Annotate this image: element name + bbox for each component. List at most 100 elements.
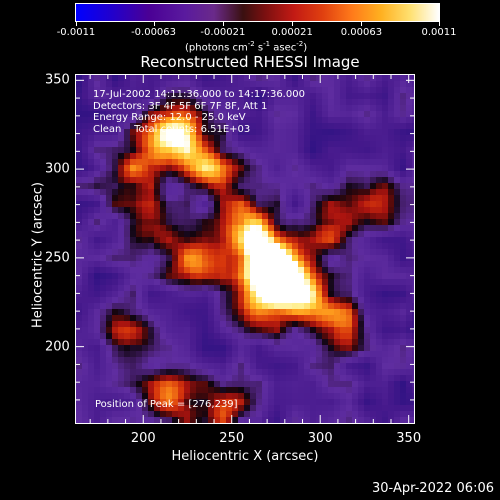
heatmap-cell <box>394 375 401 382</box>
heatmap-cell <box>304 303 311 310</box>
heatmap-cell <box>82 315 89 322</box>
heatmap-cell <box>244 141 251 148</box>
heatmap-cell <box>196 381 203 388</box>
heatmap-cell <box>154 297 161 304</box>
heatmap-cell <box>328 357 335 364</box>
heatmap-cell <box>262 321 269 328</box>
heatmap-cell <box>334 351 341 358</box>
heatmap-cell <box>316 129 323 136</box>
heatmap-cell <box>358 357 365 364</box>
heatmap-cell <box>196 243 203 250</box>
heatmap-cell <box>298 105 305 112</box>
heatmap-cell <box>352 345 359 352</box>
heatmap-cell <box>238 189 245 196</box>
heatmap-cell <box>88 87 95 94</box>
heatmap-cell <box>370 177 377 184</box>
heatmap-cell <box>256 117 263 124</box>
heatmap-cell <box>208 321 215 328</box>
heatmap-cell <box>382 159 389 166</box>
heatmap-cell <box>226 333 233 340</box>
heatmap-cell <box>292 141 299 148</box>
heatmap-cell <box>208 363 215 370</box>
heatmap-cell <box>292 153 299 160</box>
heatmap-cell <box>256 231 263 238</box>
heatmap-cell <box>100 387 107 394</box>
heatmap-cell <box>124 93 131 100</box>
heatmap-cell <box>340 321 347 328</box>
heatmap-cell <box>298 363 305 370</box>
heatmap-cell <box>112 381 119 388</box>
heatmap-cell <box>382 387 389 394</box>
heatmap-cell <box>166 177 173 184</box>
heatmap-cell <box>214 393 221 400</box>
heatmap-cell <box>172 153 179 160</box>
heatmap-cell <box>238 279 245 286</box>
heatmap-cell <box>184 153 191 160</box>
heatmap-cell <box>304 279 311 286</box>
heatmap-cell <box>94 339 101 346</box>
heatmap-cell <box>202 117 209 124</box>
heatmap-cell <box>100 141 107 148</box>
heatmap-cell <box>142 291 149 298</box>
heatmap-cell <box>400 81 407 88</box>
heatmap-cell <box>274 231 281 238</box>
heatmap-cell <box>298 255 305 262</box>
heatmap-cell <box>388 285 395 292</box>
heatmap-cell <box>250 255 257 262</box>
heatmap-cell <box>232 375 239 382</box>
heatmap-cell <box>280 381 287 388</box>
heatmap-cell <box>106 351 113 358</box>
heatmap-cell <box>364 117 371 124</box>
heatmap-cell <box>358 261 365 268</box>
heatmap-cell <box>172 171 179 178</box>
heatmap-cell <box>124 207 131 214</box>
heatmap-cell <box>208 213 215 220</box>
heatmap-cell <box>406 159 413 166</box>
heatmap-cell <box>148 237 155 244</box>
heatmap-cell <box>256 207 263 214</box>
heatmap-cell <box>340 309 347 316</box>
heatmap-cell <box>316 261 323 268</box>
heatmap-cell <box>160 327 167 334</box>
heatmap-cell <box>100 183 107 190</box>
heatmap-cell <box>412 327 414 334</box>
heatmap-cell <box>358 369 365 376</box>
heatmap-cell <box>358 231 365 238</box>
heatmap-cell <box>82 357 89 364</box>
heatmap-cell <box>382 171 389 178</box>
colorbar-tick-label: 0.0011 <box>421 27 457 38</box>
heatmap-cell <box>214 135 221 142</box>
heatmap-cell <box>154 279 161 286</box>
heatmap-cell <box>268 339 275 346</box>
heatmap-cell <box>214 117 221 124</box>
heatmap-cell <box>136 141 143 148</box>
heatmap-cell <box>292 267 299 274</box>
heatmap-cell <box>130 345 137 352</box>
heatmap-cell <box>262 135 269 142</box>
heatmap-cell <box>256 213 263 220</box>
heatmap-cell <box>244 225 251 232</box>
heatmap-cell <box>376 393 383 400</box>
heatmap-cell <box>370 363 377 370</box>
heatmap-cell <box>292 255 299 262</box>
heatmap-cell <box>142 351 149 358</box>
heatmap-cell <box>244 177 251 184</box>
heatmap-cell <box>82 255 89 262</box>
heatmap-cell <box>220 165 227 172</box>
heatmap-cell <box>244 411 251 418</box>
heatmap-cell <box>400 351 407 358</box>
heatmap-cell <box>292 189 299 196</box>
heatmap-cell <box>400 369 407 376</box>
heatmap-cell <box>352 123 359 130</box>
heatmap-cell <box>226 207 233 214</box>
heatmap-cell <box>280 297 287 304</box>
heatmap-cell <box>130 273 137 280</box>
heatmap-cell <box>382 339 389 346</box>
heatmap-cell <box>214 219 221 226</box>
heatmap-cell <box>136 267 143 274</box>
heatmap-cell <box>100 363 107 370</box>
heatmap-cell <box>256 351 263 358</box>
heatmap-cell <box>202 225 209 232</box>
heatmap-cell <box>364 171 371 178</box>
heatmap-cell <box>148 255 155 262</box>
